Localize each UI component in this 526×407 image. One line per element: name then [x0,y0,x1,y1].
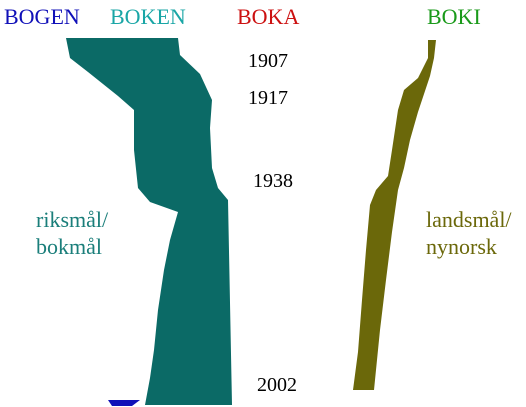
landsmal-nynorsk-band [353,40,436,390]
bogen-band-remnant [108,400,140,406]
riksmal-bokmal-label: riksmål/ bokmål [36,206,108,260]
riksmal-bokmal-band [66,38,232,405]
riksmal-label-line2: bokmål [36,234,102,259]
year-label-1938: 1938 [253,170,293,192]
landsmal-label-line1: landsmål/ [426,207,512,232]
year-label-1917: 1917 [248,87,288,109]
landsmal-nynorsk-label: landsmål/ nynorsk [426,206,512,260]
header-boka: BOKA [237,4,300,29]
riksmal-label-line1: riksmål/ [36,207,109,232]
year-label-1907: 1907 [248,50,288,72]
header-boki: BOKI [427,4,481,29]
year-label-2002: 2002 [257,374,297,396]
header-bogen: BOGEN [4,4,80,29]
header-boken: BOKEN [110,4,186,29]
landsmal-label-line2: nynorsk [426,234,497,259]
